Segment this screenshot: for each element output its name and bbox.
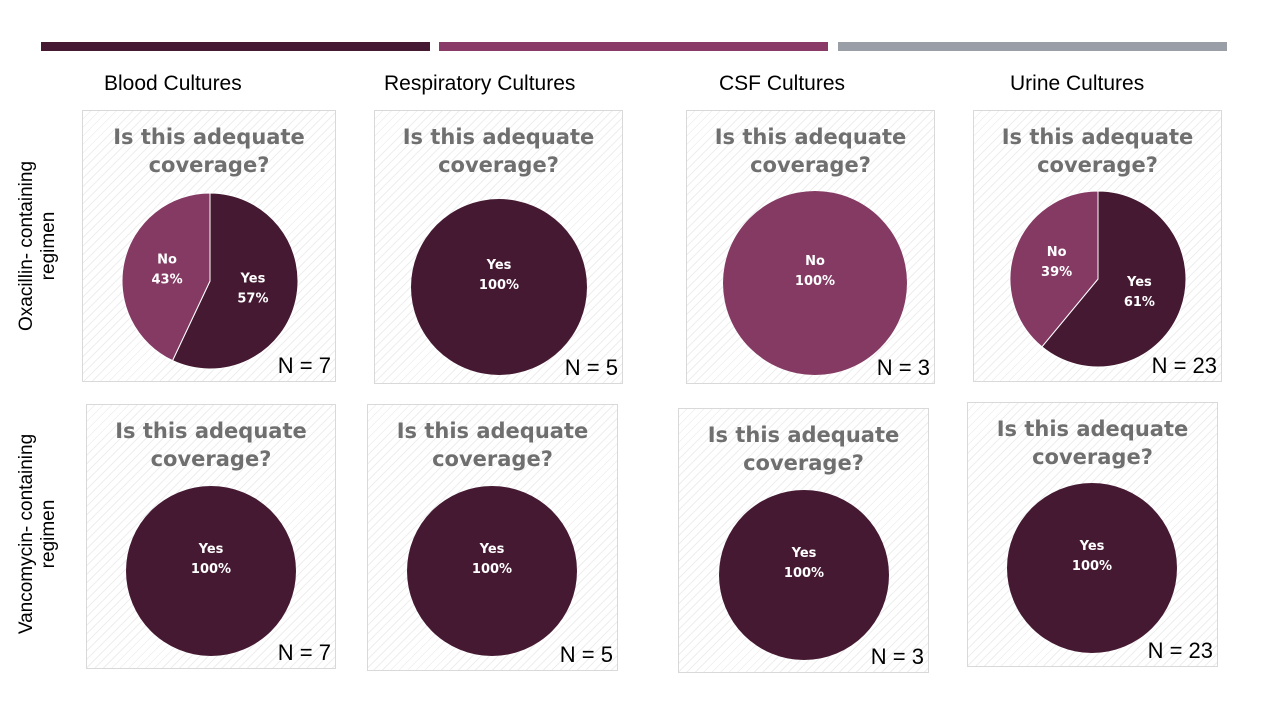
sample-size-label: N = 5 [564,355,618,380]
pie-title: Is this adequate coverage? [87,417,335,473]
pie-slice-no-value: 39% [1041,265,1072,280]
pie-chart: Yes 100% [407,486,577,656]
pie-slice-no [1009,190,1099,348]
pie-title: Is this adequate coverage? [974,123,1221,179]
pie-panel-vancomycin-respiratory: Is this adequate coverage? Yes 100% N = 5 [367,404,618,671]
row-label-oxacillin-line2: regimen [37,211,59,281]
pie-title-line1: Is this adequate [714,125,907,149]
sample-size-label: N = 5 [559,642,613,667]
sample-size-label: N = 7 [277,353,331,378]
pie-panel-vancomycin-blood: Is this adequate coverage? Yes 100% N = 7 [86,404,336,669]
pie-title-line1: Is this adequate [113,125,305,149]
pie-slice-yes-label: Yes [198,542,224,557]
pie-slice-no-value: 100% [795,274,835,289]
pie-slice-yes-label: Yes [486,258,512,273]
pie-slice-yes-label: Yes [1079,539,1105,554]
pie-title-line2: coverage? [150,447,272,471]
pie-slice-yes-label: Yes [240,272,266,287]
column-header-respiratory: Respiratory Cultures [384,72,576,95]
pie-chart: No 100% [723,191,907,375]
pie-slice-yes [1007,483,1177,653]
accent-bar-dark [41,42,430,51]
pie-title: Is this adequate coverage? [375,123,622,179]
pie-chart: Yes 100% [719,490,889,660]
pie-title-line1: Is this adequate [396,419,589,443]
pie-slice-no [121,192,211,362]
row-label-oxacillin: Oxacillin- containing regimen [16,131,64,361]
pie-slice-yes [126,486,296,656]
pie-chart: Yes 61% No 39% [1009,190,1187,368]
pie-title-line1: Is this adequate [707,423,900,447]
row-label-vancomycin: Vancomycin- containing regimen [16,419,64,649]
pie-panel-oxacillin-respiratory: Is this adequate coverage? Yes 100% N = 5 [374,110,623,384]
pie-panel-oxacillin-blood: Is this adequate coverage? Yes 57% No 43% N = … [82,110,336,382]
pie-title-line2: coverage? [743,451,864,475]
pie-panel-vancomycin-csf: Is this adequate coverage? Yes 100% N = 3 [678,408,929,673]
pie-panel-oxacillin-urine: Is this adequate coverage? Yes 61% No 39% N = … [973,110,1222,382]
pie-slice-yes [1041,190,1187,368]
pie-slice-yes-value: 100% [1072,559,1112,574]
pie-chart: Yes 100% [126,486,296,656]
column-header-csf: CSF Cultures [719,72,846,95]
pie-slice-yes-value: 100% [479,278,519,293]
sample-size-label: N = 23 [1147,638,1213,663]
pie-slice-yes [407,486,577,656]
pie-slice-yes-value: 57% [237,292,268,307]
pie-slice-yes [719,490,889,660]
pie-title: Is this adequate coverage? [83,123,335,179]
pie-title: Is this adequate coverage? [368,417,617,473]
pie-title-line1: Is this adequate [402,125,595,149]
pie-title: Is this adequate coverage? [679,421,928,477]
accent-bar-gray [838,42,1227,51]
pie-slice-no [723,191,907,375]
row-label-vancomycin-line1: Vancomycin- containing [16,433,37,635]
pie-title-line2: coverage? [148,153,270,177]
sample-size-label: N = 7 [277,640,331,665]
pie-slice-yes-label: Yes [1126,275,1152,290]
pie-slice-yes-value: 100% [784,566,824,581]
pie-slice-no-value: 43% [151,272,182,287]
pie-title: Is this adequate coverage? [968,415,1217,471]
pie-slice-no-label: No [157,252,177,267]
pie-title-line1: Is this adequate [996,417,1189,441]
pie-slice-yes-label: Yes [791,546,817,561]
row-label-oxacillin-line1: Oxacillin- containing [16,160,37,332]
pie-title-line2: coverage? [750,153,871,177]
pie-title-line2: coverage? [432,447,553,471]
pie-title-line2: coverage? [1037,153,1158,177]
sample-size-label: N = 3 [870,644,924,669]
pie-slice-yes-value: 100% [191,562,231,577]
sample-size-label: N = 3 [876,355,930,380]
sample-size-label: N = 23 [1151,353,1217,378]
accent-bar-mid [439,42,828,51]
pie-title: Is this adequate coverage? [687,123,934,179]
pie-title-line2: coverage? [1032,445,1153,469]
column-header-urine: Urine Cultures [1010,72,1145,95]
pie-slice-no-label: No [1047,245,1067,260]
pie-slice-yes [171,192,299,370]
pie-title-line1: Is this adequate [115,419,307,443]
pie-slice-yes-value: 100% [472,562,512,577]
pie-chart: Yes 57% No 43% [121,192,299,370]
pie-slice-yes [411,199,587,375]
column-header-blood: Blood Cultures [104,72,242,95]
pie-chart: Yes 100% [411,199,587,375]
pie-slice-yes-label: Yes [479,542,505,557]
row-label-vancomycin-line2: regimen [37,499,59,569]
pie-panel-vancomycin-urine: Is this adequate coverage? Yes 100% N = 23 [967,402,1218,667]
pie-chart: Yes 100% [1007,483,1177,653]
pie-slice-yes-value: 61% [1124,295,1155,310]
pie-slice-no-label: No [805,254,825,269]
pie-title-line1: Is this adequate [1001,125,1194,149]
pie-title-line2: coverage? [438,153,559,177]
pie-panel-oxacillin-csf: Is this adequate coverage? No 100% N = 3 [686,110,935,384]
